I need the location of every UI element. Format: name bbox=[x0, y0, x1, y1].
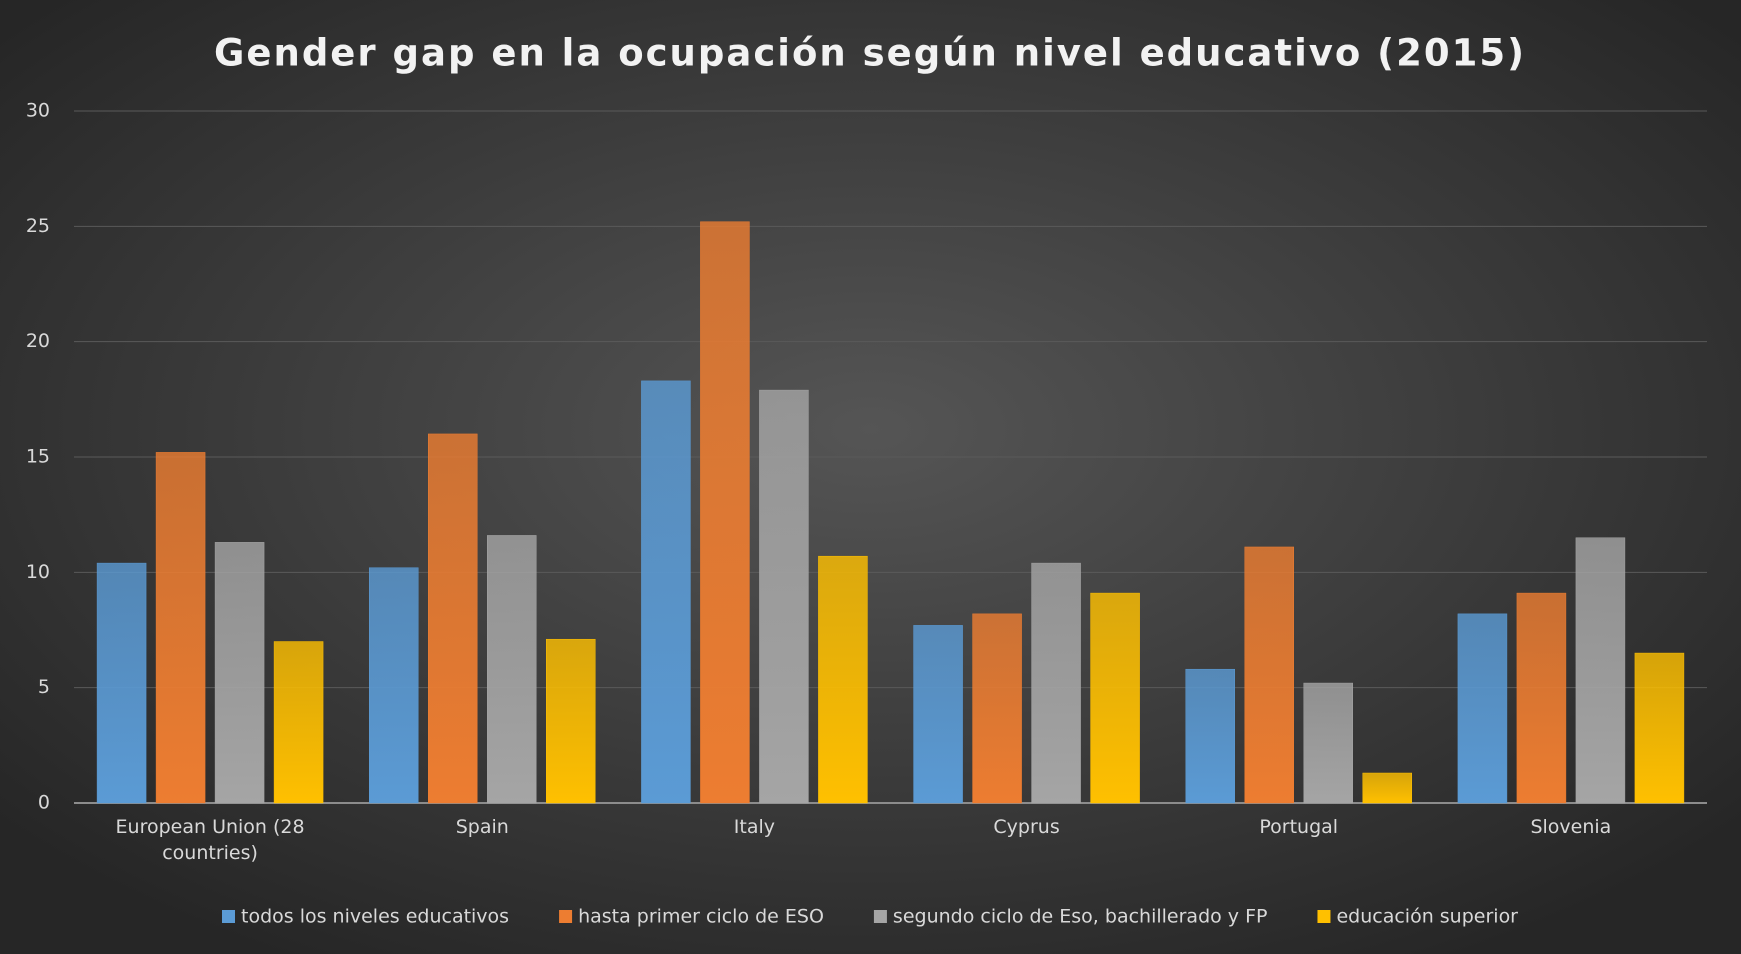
bar bbox=[759, 389, 809, 804]
x-tick-label-box: Spain bbox=[455, 816, 509, 838]
bar bbox=[369, 567, 419, 804]
bar bbox=[1303, 682, 1353, 804]
legend-label: todos los niveles educativos bbox=[241, 906, 509, 928]
legend-label: segundo ciclo de Eso, bachillerado y FP bbox=[893, 906, 1268, 928]
bar bbox=[641, 380, 691, 804]
y-tick-label: 5 bbox=[38, 676, 50, 698]
x-tick-label: Cyprus bbox=[993, 816, 1060, 838]
bar bbox=[214, 542, 265, 804]
bar bbox=[913, 625, 963, 804]
bar bbox=[1634, 652, 1685, 804]
bar bbox=[428, 433, 478, 804]
x-tick-label-box: Italy bbox=[733, 816, 776, 838]
x-tick-label: European Union (28 countries) bbox=[115, 816, 305, 864]
x-tick-label: Italy bbox=[733, 816, 776, 838]
x-tick-label-box: European Union (28 countries) bbox=[115, 816, 305, 864]
bar bbox=[546, 638, 596, 804]
legend-label: hasta primer ciclo de ESO bbox=[578, 906, 824, 928]
bar bbox=[1457, 613, 1508, 804]
x-tick-label-box: Cyprus bbox=[993, 816, 1060, 838]
bar bbox=[155, 452, 206, 804]
x-tick-label: Spain bbox=[455, 816, 509, 838]
legend-label: educación superior bbox=[1336, 906, 1518, 928]
bar bbox=[273, 641, 324, 804]
y-tick-label: 30 bbox=[26, 100, 50, 122]
legend-swatch bbox=[559, 910, 573, 923]
bar bbox=[1362, 772, 1412, 804]
bar bbox=[1031, 562, 1081, 804]
x-tick-label: Portugal bbox=[1259, 816, 1339, 838]
y-tick-label: 25 bbox=[26, 215, 50, 237]
y-tick-label: 10 bbox=[26, 561, 50, 583]
y-tick-label: 0 bbox=[38, 792, 50, 814]
bar bbox=[972, 613, 1022, 804]
bar bbox=[96, 562, 147, 804]
chart-title: Gender gap en la ocupación según nivel e… bbox=[214, 32, 1526, 75]
legend-swatch bbox=[873, 910, 887, 923]
legend-swatch bbox=[222, 910, 235, 923]
bar bbox=[1185, 668, 1235, 804]
bar bbox=[1090, 592, 1140, 804]
x-tick-label: Slovenia bbox=[1530, 816, 1612, 838]
bar bbox=[1516, 592, 1567, 804]
bar bbox=[1575, 537, 1626, 804]
bar bbox=[487, 535, 537, 804]
x-tick-label-box: Slovenia bbox=[1530, 816, 1612, 838]
bar bbox=[700, 221, 750, 804]
x-tick-label-box: Portugal bbox=[1259, 816, 1339, 838]
y-tick-label: 20 bbox=[26, 330, 50, 352]
legend-swatch bbox=[1317, 910, 1331, 923]
y-tick-label: 15 bbox=[26, 446, 50, 468]
bar bbox=[818, 555, 868, 804]
bar bbox=[1244, 546, 1294, 804]
